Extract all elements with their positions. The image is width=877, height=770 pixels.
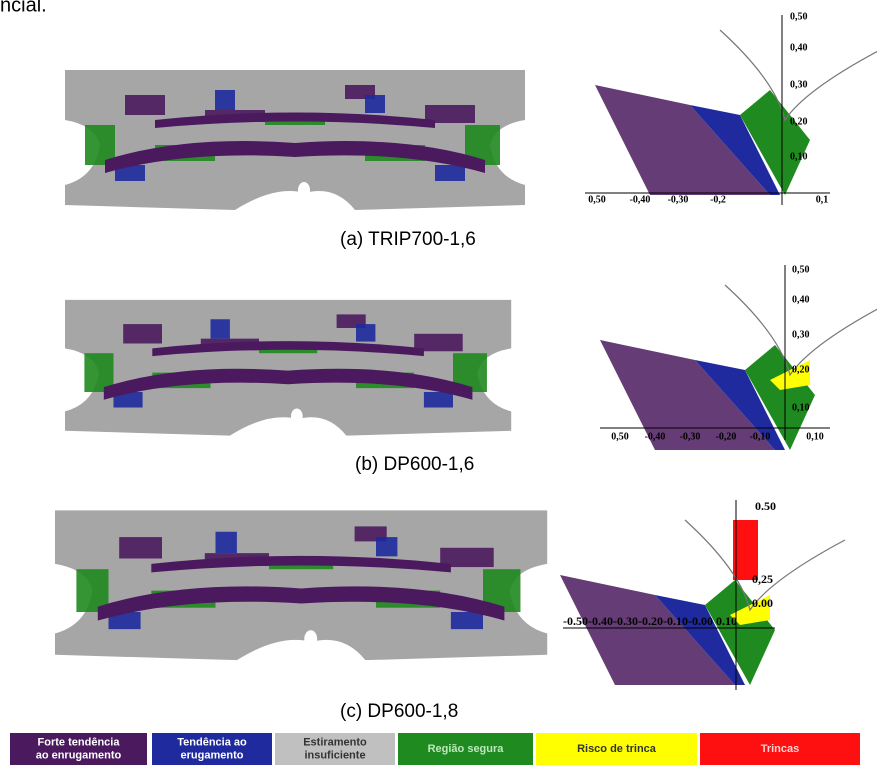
part-patch [119, 537, 162, 558]
part-patch [451, 612, 483, 629]
fld-x-label: 0,50 [611, 431, 629, 442]
fld-x-label: -0,40 [645, 431, 666, 442]
part-patch [123, 324, 162, 343]
fld-x-label: -0,2 [710, 194, 726, 205]
part-patch [376, 537, 397, 556]
fld-y-label: 0,40 [792, 294, 810, 305]
fld-x-label: 0,50 [588, 194, 606, 205]
legend-label: Risco de trinca [577, 743, 657, 755]
part-body [65, 300, 511, 436]
part-hole [291, 408, 303, 425]
fld-x-label: -0,30 [680, 431, 701, 442]
fld-x-label: 0,10 [806, 431, 824, 442]
fld-y-label: 0,30 [790, 79, 808, 90]
part-hole [298, 182, 310, 200]
part-patch [211, 319, 230, 338]
part-image [65, 70, 525, 210]
fld-x-label: -0,30 [668, 194, 689, 205]
legend-label: Região segura [428, 743, 505, 755]
part-body [65, 70, 525, 210]
fld-y-label: 0,30 [792, 329, 810, 340]
part-body [55, 510, 547, 660]
part-patch [125, 95, 165, 115]
fld-x-label: -0.50-0.40-0.30-0.20-0.10-0.00 0.10 [563, 614, 737, 628]
fld-y-label: 0,50 [790, 11, 808, 22]
fld-y-label: 0,10 [792, 402, 810, 413]
fld-y-label: 0,25 [752, 572, 773, 586]
part-patch [216, 532, 237, 553]
caption: (a) TRIP700-1,6 [340, 229, 476, 250]
legend-label: Trincas [761, 743, 800, 755]
fld-y-label: 0,50 [792, 264, 810, 275]
part-patch [356, 324, 375, 341]
legend-label: Tendência ao [177, 736, 247, 748]
fld-x-label: -0,40 [630, 194, 651, 205]
part-patch [365, 95, 385, 113]
caption: (b) DP600-1,6 [355, 454, 474, 475]
legend-label: Forte tendência [38, 736, 121, 748]
part-image [65, 300, 511, 436]
part-patch [424, 392, 453, 408]
figure: ncial. 0,50 0,40 0,30 0,20 0,10 0,50 -0,40 -0,3… [0, 0, 877, 765]
intro-text: ncial. [0, 0, 47, 16]
part-patch [435, 165, 465, 181]
fld-y-label: 0.00 [752, 596, 773, 610]
fld-y-label: 0,20 [790, 116, 808, 127]
fld-x-label: -0,10 [750, 431, 771, 442]
fld-y-label: 0,40 [790, 42, 808, 53]
fld-x-label: 0,1 [816, 194, 829, 205]
part-patch [215, 90, 235, 110]
caption: (c) DP600-1,8 [340, 701, 458, 722]
fld-x-label: -0,20 [716, 431, 737, 442]
fld-y-label: 0,10 [790, 151, 808, 162]
fld-y-label: 0,20 [792, 364, 810, 375]
part-hole [304, 630, 317, 649]
legend-label: insuficiente [304, 749, 365, 761]
fld-y-label: 0.50 [755, 499, 776, 513]
legend-label: erugamento [181, 749, 244, 761]
legend-label: ao enrugamento [36, 749, 122, 761]
legend-label: Estiramento [303, 736, 367, 748]
part-image [55, 510, 547, 660]
